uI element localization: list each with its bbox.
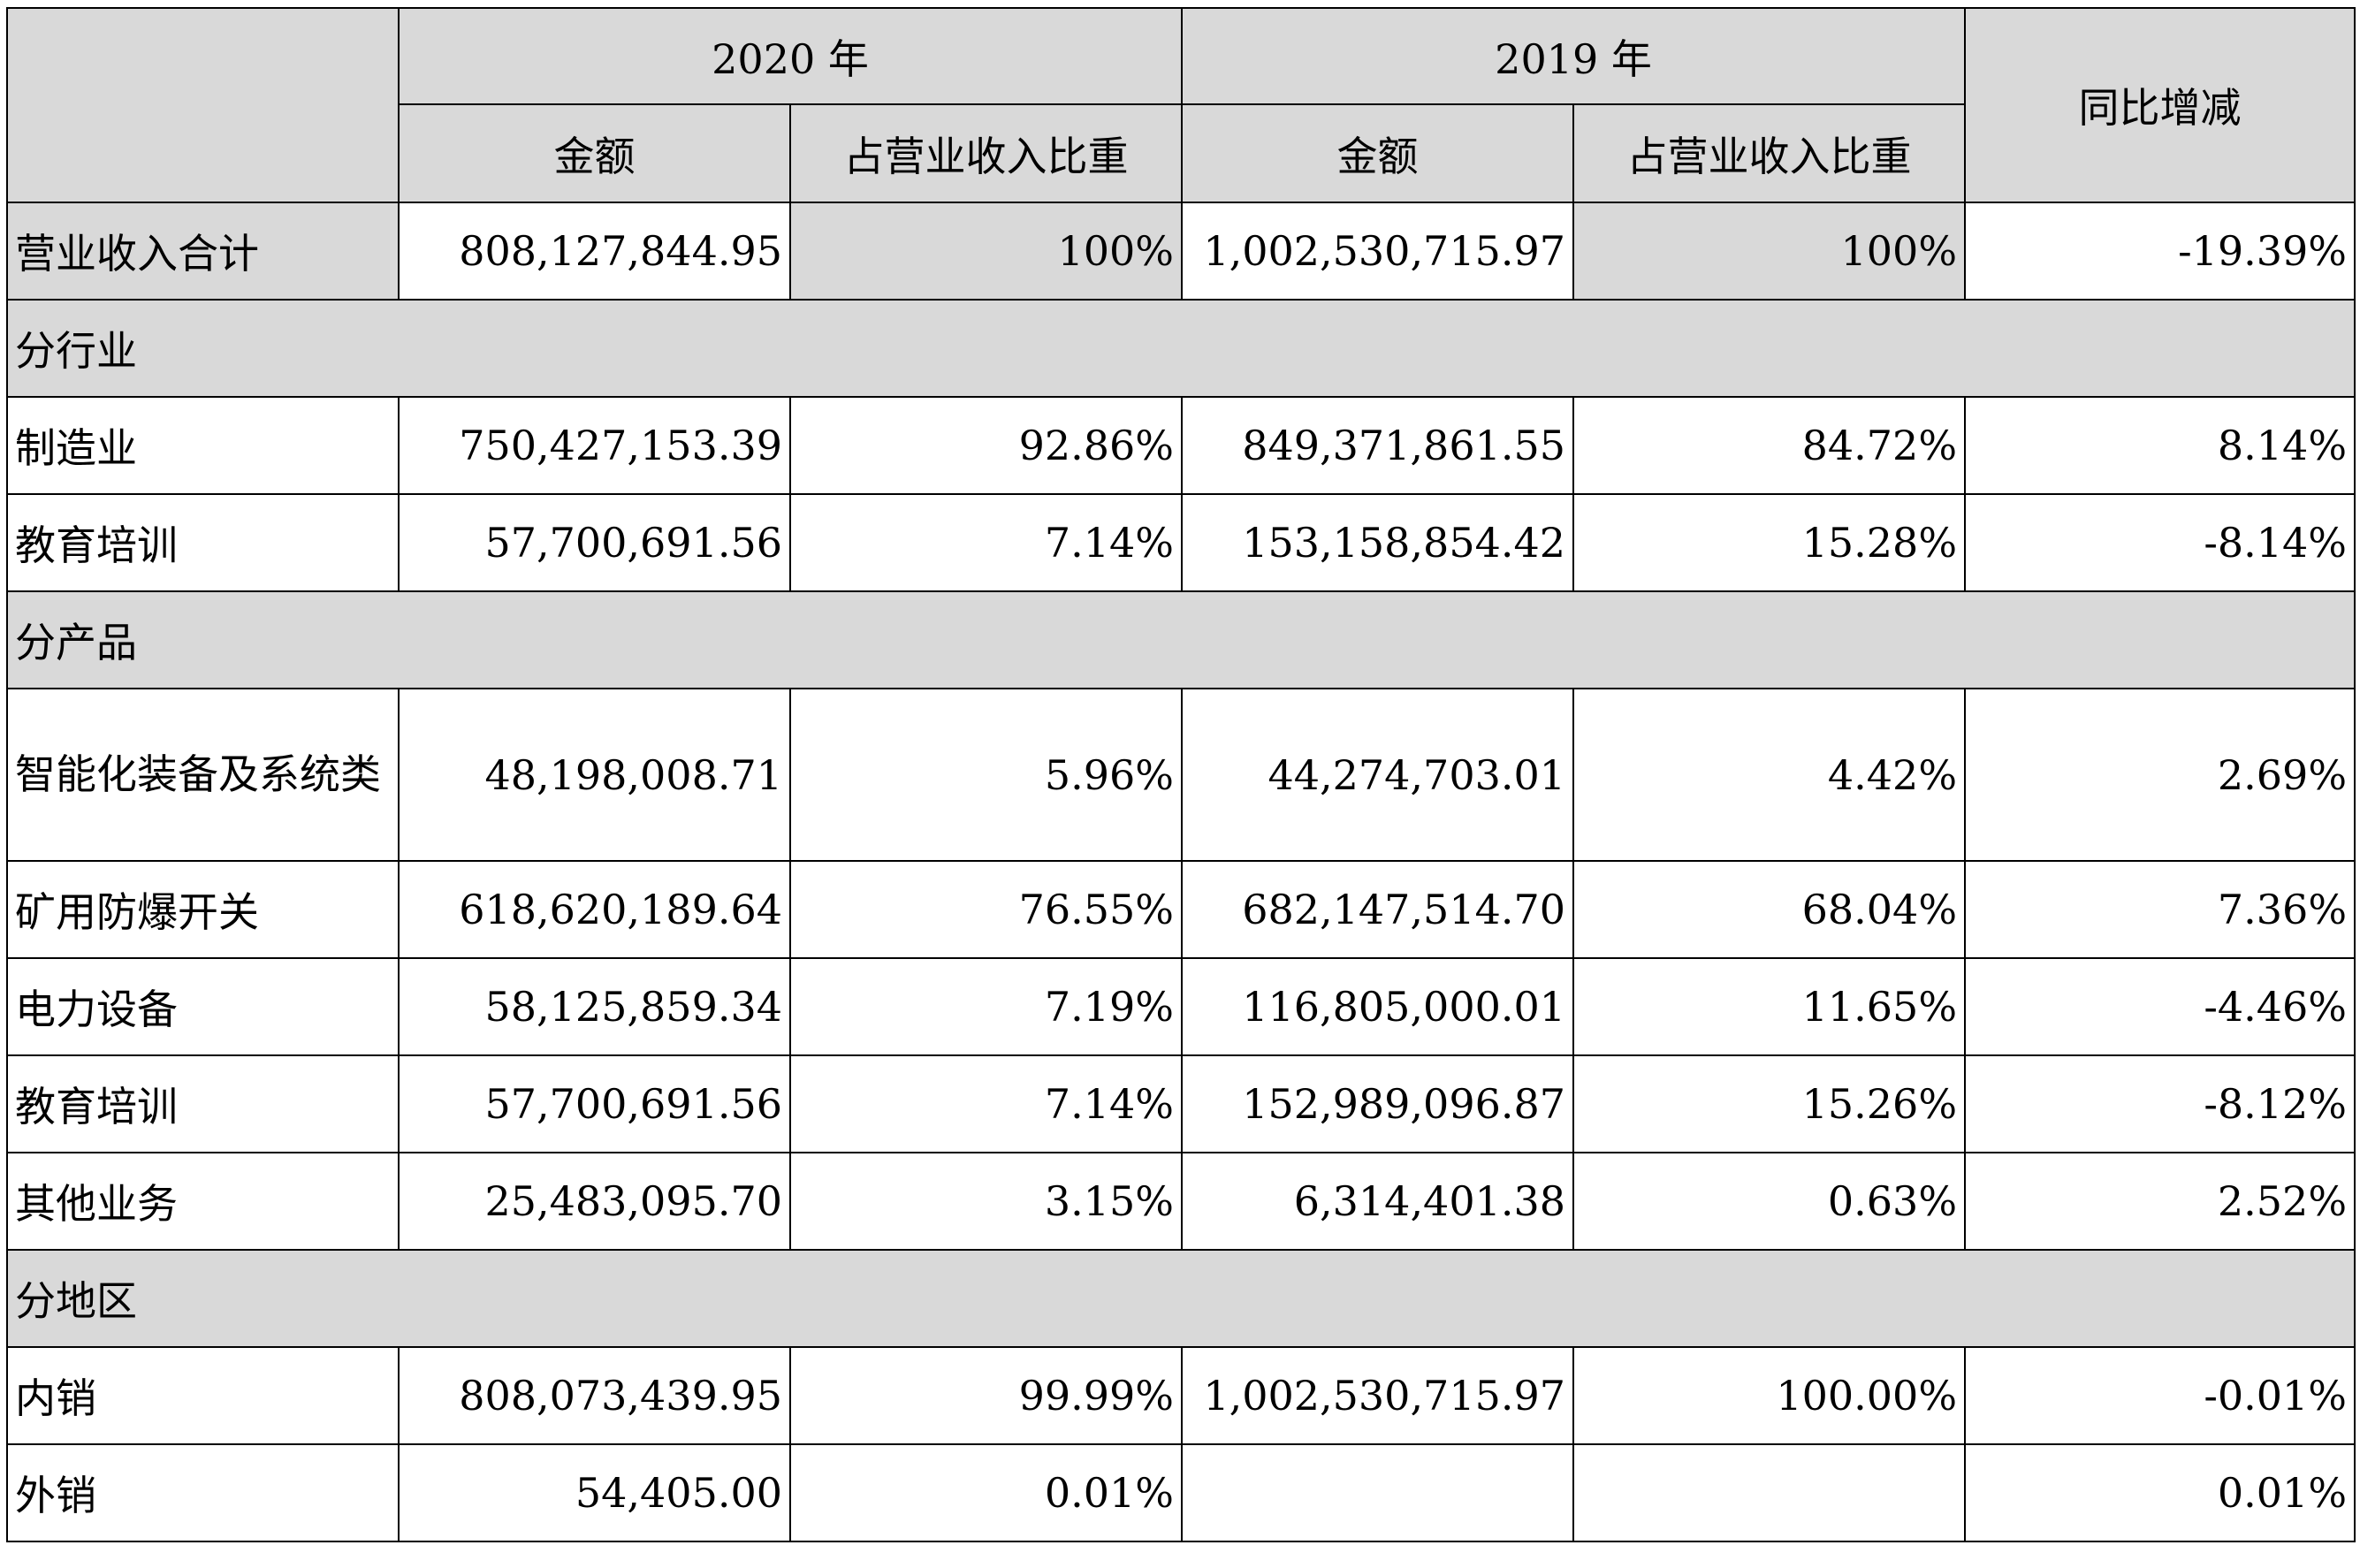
- yoy-cell: 2.52%: [1964, 1152, 2356, 1251]
- yoy-cell: -8.14%: [1964, 493, 2356, 592]
- amount-2020-cell: 25,483,095.70: [398, 1152, 791, 1251]
- header-row-years: 2020 年 2019 年 同比增减: [6, 7, 2356, 203]
- amount-2019-cell: 1,002,530,715.97: [1181, 202, 1575, 301]
- year-2020-header: 2020 年: [397, 7, 1184, 105]
- table-row: 教育培训 57,700,691.56 7.14% 152,989,096.87 …: [6, 1054, 2356, 1153]
- section-row: 分产品: [5, 590, 2356, 689]
- amount-2019-cell: [1181, 1443, 1575, 1542]
- yoy-cell: 2.69%: [1964, 688, 2356, 862]
- yoy-cell: 0.01%: [1964, 1443, 2356, 1542]
- yoy-cell: 8.14%: [1964, 396, 2356, 495]
- row-label: 内销: [6, 1346, 400, 1445]
- amount-2019-cell: 116,805,000.01: [1181, 957, 1575, 1056]
- row-label: 智能化装备及系统类: [6, 688, 400, 862]
- section-label: 分地区: [5, 1249, 2356, 1348]
- table-row: 电力设备 58,125,859.34 7.19% 116,805,000.01 …: [6, 957, 2356, 1056]
- ratio-2019-cell: 4.42%: [1572, 688, 1967, 862]
- ratio-2020-cell: 0.01%: [788, 1443, 1184, 1542]
- yoy-cell: -19.39%: [1964, 202, 2356, 301]
- amount-2020-cell: 57,700,691.56: [398, 493, 791, 592]
- yoy-cell: -4.46%: [1964, 957, 2356, 1056]
- table-row: 内销 808,073,439.95 99.99% 1,002,530,715.9…: [6, 1346, 2356, 1445]
- section-row: 分地区: [5, 1249, 2356, 1348]
- ratio-2020-cell: 100%: [788, 202, 1184, 301]
- ratio-2020-cell: 7.14%: [788, 493, 1184, 592]
- row-label: 教育培训: [6, 1054, 400, 1153]
- row-label: 教育培训: [6, 493, 400, 592]
- ratio-2019-cell: 15.28%: [1572, 493, 1967, 592]
- table-row: 智能化装备及系统类 48,198,008.71 5.96% 44,274,703…: [6, 688, 2356, 862]
- amount-2019-cell: 849,371,861.55: [1181, 396, 1575, 495]
- amount-2020-cell: 54,405.00: [398, 1443, 791, 1542]
- amount-2019-cell: 152,989,096.87: [1181, 1054, 1575, 1153]
- section-label: 分行业: [5, 299, 2356, 398]
- corner-cell: [6, 7, 400, 203]
- ratio-2020-cell: 99.99%: [788, 1346, 1184, 1445]
- ratio-2019-cell: 68.04%: [1572, 860, 1967, 959]
- ratio-2020-cell: 7.14%: [788, 1054, 1184, 1153]
- yoy-cell: 7.36%: [1964, 860, 2356, 959]
- row-label: 外销: [6, 1443, 400, 1542]
- header-row-columns: 金额 占营业收入比重 金额 占营业收入比重: [7, 103, 2355, 203]
- section-row: 分行业: [5, 299, 2356, 398]
- yoy-cell: -8.12%: [1964, 1054, 2356, 1153]
- amount-2020-cell: 58,125,859.34: [398, 957, 791, 1056]
- ratio-2019-cell: 15.26%: [1572, 1054, 1967, 1153]
- amount-2020-cell: 48,198,008.71: [398, 688, 791, 862]
- ratio-2020-header: 占营业收入比重: [788, 103, 1184, 203]
- amount-2019-cell: 682,147,514.70: [1181, 860, 1575, 959]
- ratio-2019-cell: 84.72%: [1572, 396, 1967, 495]
- table-row: 矿用防爆开关 618,620,189.64 76.55% 682,147,514…: [6, 860, 2356, 959]
- table-row: 其他业务 25,483,095.70 3.15% 6,314,401.38 0.…: [6, 1152, 2356, 1251]
- ratio-2020-cell: 5.96%: [788, 688, 1184, 862]
- row-label: 其他业务: [6, 1152, 400, 1251]
- section-label: 分产品: [5, 590, 2356, 689]
- ratio-2020-cell: 7.19%: [788, 957, 1184, 1056]
- table-row: 教育培训 57,700,691.56 7.14% 153,158,854.42 …: [6, 493, 2356, 592]
- table-row: 营业收入合计 808,127,844.95 100% 1,002,530,715…: [6, 202, 2356, 301]
- amount-2019-cell: 6,314,401.38: [1181, 1152, 1575, 1251]
- amount-2019-cell: 44,274,703.01: [1181, 688, 1575, 862]
- ratio-2019-cell: 0.63%: [1572, 1152, 1967, 1251]
- table-row: 外销 54,405.00 0.01% 0.01%: [6, 1443, 2356, 1542]
- yoy-cell: -0.01%: [1964, 1346, 2356, 1445]
- amount-2019-cell: 153,158,854.42: [1181, 493, 1575, 592]
- amount-2020-cell: 750,427,153.39: [398, 396, 791, 495]
- amount-2020-cell: 57,700,691.56: [398, 1054, 791, 1153]
- ratio-2020-cell: 76.55%: [788, 860, 1184, 959]
- ratio-2019-cell: 100%: [1572, 202, 1967, 301]
- amount-2020-header: 金额: [398, 103, 791, 203]
- ratio-2019-header: 占营业收入比重: [1572, 103, 1967, 203]
- row-label: 制造业: [6, 396, 400, 495]
- amount-2019-cell: 1,002,530,715.97: [1181, 1346, 1575, 1445]
- row-label: 电力设备: [6, 957, 400, 1056]
- ratio-2020-cell: 3.15%: [788, 1152, 1184, 1251]
- ratio-2019-cell: 11.65%: [1572, 957, 1967, 1056]
- yoy-header: 同比增减: [1964, 7, 2356, 203]
- table-row: 制造业 750,427,153.39 92.86% 849,371,861.55…: [6, 396, 2356, 495]
- year-2019-header: 2019 年: [1181, 7, 1967, 105]
- row-label: 矿用防爆开关: [6, 860, 400, 959]
- amount-2020-cell: 808,127,844.95: [398, 202, 791, 301]
- revenue-table: 2020 年 2019 年 同比增减 金额 占营业收入比重 金额 占营业收入比重…: [5, 7, 2356, 1542]
- amount-2019-header: 金额: [1181, 103, 1575, 203]
- ratio-2019-cell: [1572, 1443, 1967, 1542]
- ratio-2020-cell: 92.86%: [788, 396, 1184, 495]
- amount-2020-cell: 808,073,439.95: [398, 1346, 791, 1445]
- ratio-2019-cell: 100.00%: [1572, 1346, 1967, 1445]
- row-label: 营业收入合计: [6, 202, 400, 301]
- amount-2020-cell: 618,620,189.64: [398, 860, 791, 959]
